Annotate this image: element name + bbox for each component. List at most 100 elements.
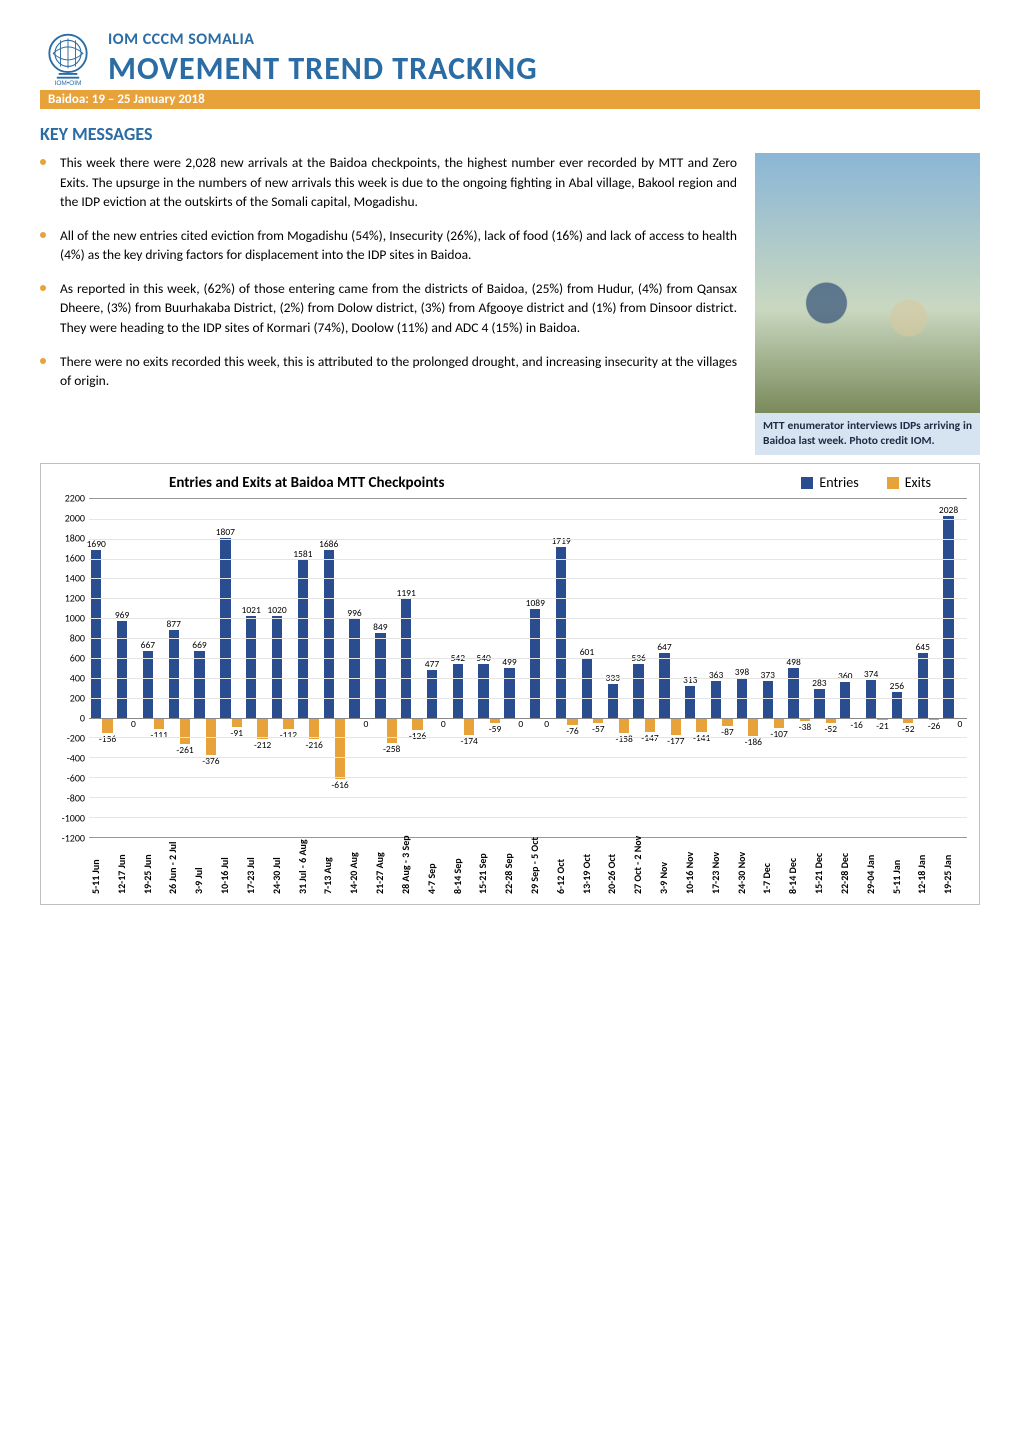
exit-value-label: -258 bbox=[383, 743, 400, 755]
y-tick: -400 bbox=[67, 751, 85, 764]
week-column: 542-174 bbox=[451, 499, 477, 837]
week-column: 373-107 bbox=[761, 499, 787, 837]
bullet-text: This week there were 2,028 new arrivals … bbox=[60, 153, 737, 212]
entry-bar: 1089 bbox=[530, 609, 540, 717]
x-tick-label: 7-13 Aug bbox=[321, 857, 334, 894]
entry-bar: 540 bbox=[478, 664, 488, 718]
exit-value-label: -158 bbox=[615, 733, 632, 745]
x-tick-label: 3-9 Jul bbox=[192, 867, 205, 894]
legend-item: Entries bbox=[801, 474, 858, 491]
week-column: 1807-91 bbox=[218, 499, 244, 837]
exit-value-label: -52 bbox=[824, 723, 837, 735]
y-tick: 1200 bbox=[65, 591, 85, 604]
exit-value-label: -111 bbox=[151, 729, 168, 741]
date-band: Baidoa: 19 – 25 January 2018 bbox=[40, 90, 980, 109]
x-tick-label: 4-7 Sep bbox=[425, 863, 438, 894]
exit-value-label: -616 bbox=[331, 779, 348, 791]
y-tick: 400 bbox=[70, 671, 85, 684]
entry-value-label: 601 bbox=[580, 646, 594, 658]
bullet-text: All of the new entries cited eviction fr… bbox=[60, 226, 737, 265]
x-tick-label: 28 Aug - 3 Sep bbox=[399, 835, 412, 894]
x-tick-label: 3-9 Nov bbox=[657, 862, 670, 894]
y-tick: 200 bbox=[70, 691, 85, 704]
chart-title: Entries and Exits at Baidoa MTT Checkpoi… bbox=[49, 474, 801, 492]
entry-value-label: 667 bbox=[141, 639, 155, 651]
week-column: 374-21 bbox=[864, 499, 890, 837]
exit-bar: -107 bbox=[774, 718, 784, 729]
exit-value-label: -26 bbox=[928, 720, 941, 732]
week-column: 1020 -112 bbox=[270, 499, 296, 837]
x-tick-label: 15-21 Dec bbox=[812, 853, 825, 894]
page-title: MOVEMENT TREND TRACKING bbox=[108, 49, 980, 88]
entry-bar: 498 bbox=[788, 668, 798, 718]
exit-bar: -111 bbox=[154, 718, 164, 729]
y-tick: 2200 bbox=[65, 491, 85, 504]
x-tick-label: 17-23 Nov bbox=[709, 852, 722, 894]
week-column: 601-57 bbox=[580, 499, 606, 837]
week-column: 4990 bbox=[502, 499, 528, 837]
week-column: 1191-126 bbox=[399, 499, 425, 837]
x-tick-label: 19-25 Jun bbox=[141, 854, 154, 894]
entry-bar: 1690 bbox=[91, 550, 101, 718]
entry-bar: 849 bbox=[375, 633, 385, 717]
week-column: 647-177 bbox=[657, 499, 683, 837]
entry-value-label: 645 bbox=[915, 641, 929, 653]
x-tick-label: 29-04 Jan bbox=[864, 855, 877, 894]
x-tick-label: 13-19 Oct bbox=[580, 854, 593, 894]
week-column: 536-147 bbox=[631, 499, 657, 837]
week-column: 363-87 bbox=[709, 499, 735, 837]
exit-value-label: 0 bbox=[544, 718, 549, 730]
y-tick: 600 bbox=[70, 651, 85, 664]
x-tick-label: 26 Jun - 2 Jul bbox=[166, 841, 179, 894]
exit-value-label: 0 bbox=[131, 718, 136, 730]
entry-value-label: 363 bbox=[709, 669, 723, 681]
y-tick: -800 bbox=[67, 791, 85, 804]
key-message-item: This week there were 2,028 new arrivals … bbox=[40, 153, 737, 212]
entry-value-label: 1021 bbox=[242, 604, 261, 616]
x-tick-label: 29 Sep - 5 Oct bbox=[528, 837, 541, 894]
week-column: 498-38 bbox=[786, 499, 812, 837]
iom-logo: IOM•OIM bbox=[40, 31, 96, 87]
exit-bar: -186 bbox=[748, 718, 758, 736]
entry-bar: 1807 bbox=[220, 538, 230, 718]
exit-value-label: -216 bbox=[306, 739, 323, 751]
exit-value-label: -52 bbox=[902, 723, 915, 735]
y-tick: 800 bbox=[70, 631, 85, 644]
week-column: 20280 bbox=[941, 499, 967, 837]
exit-bar: -76 bbox=[567, 718, 577, 726]
exit-bar: -616 bbox=[335, 718, 345, 779]
y-tick: 0 bbox=[80, 711, 85, 724]
org-line: IOM CCCM SOMALIA bbox=[108, 30, 980, 49]
y-tick: -200 bbox=[67, 731, 85, 744]
week-column: 313-141 bbox=[683, 499, 709, 837]
y-tick: 1000 bbox=[65, 611, 85, 624]
entry-value-label: 969 bbox=[115, 609, 129, 621]
x-tick-label: 24-30 Jul bbox=[270, 857, 283, 894]
exit-bar: -216 bbox=[309, 718, 319, 739]
entry-value-label: 877 bbox=[166, 618, 180, 630]
x-tick-label: 15-21 Sep bbox=[476, 853, 489, 894]
x-tick-label: 10-16 Jul bbox=[218, 857, 231, 894]
entry-bar: 536 bbox=[633, 664, 643, 717]
bullet-dot bbox=[40, 285, 46, 291]
exit-bar: -261 bbox=[180, 718, 190, 744]
exit-bar: -258 bbox=[387, 718, 397, 744]
week-column: 669-376 bbox=[192, 499, 218, 837]
x-tick-label: 17-23 Jul bbox=[244, 857, 257, 894]
exit-value-label: -21 bbox=[876, 720, 889, 732]
entry-value-label: 256 bbox=[890, 680, 904, 692]
week-column: 283-52 bbox=[812, 499, 838, 837]
legend-swatch bbox=[801, 477, 813, 489]
exit-value-label: -16 bbox=[850, 719, 863, 731]
y-tick: 1800 bbox=[65, 531, 85, 544]
exit-value-label: -112 bbox=[280, 729, 297, 741]
x-tick-label: 20-26 Oct bbox=[605, 854, 618, 894]
exit-bar: -156 bbox=[102, 718, 112, 734]
entry-value-label: 1020 bbox=[267, 604, 286, 616]
entry-value-label: 1807 bbox=[216, 526, 235, 538]
logo-text: IOM•OIM bbox=[55, 80, 82, 87]
entry-value-label: 669 bbox=[192, 639, 206, 651]
entry-value-label: 477 bbox=[425, 658, 439, 670]
legend-item: Exits bbox=[887, 474, 931, 491]
week-column: 1686-616 bbox=[321, 499, 347, 837]
